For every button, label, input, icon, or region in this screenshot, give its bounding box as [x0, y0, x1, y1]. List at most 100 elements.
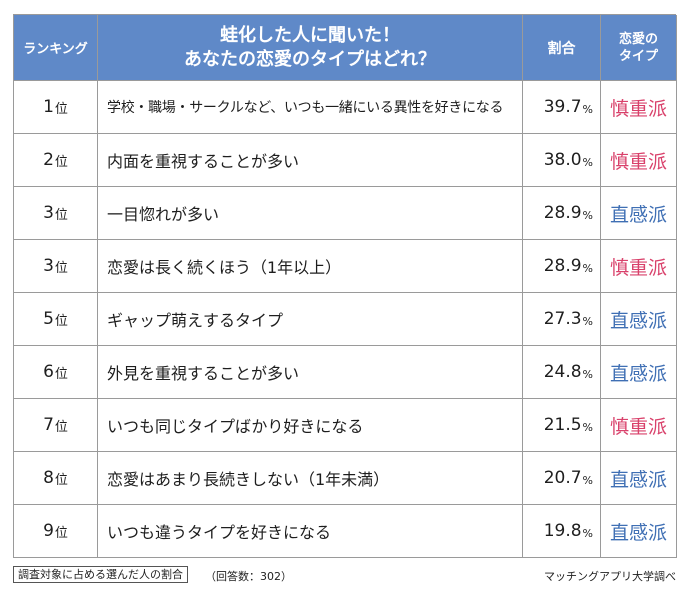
answer-label: ギャップ萌えするタイプ [107, 311, 284, 330]
percentage-cell: 27.3% [523, 293, 601, 346]
percentage-unit: % [582, 208, 593, 222]
rank-number: 9 [43, 521, 54, 541]
answer-cell: いつも同じタイプばかり好きになる [98, 399, 523, 452]
header-rate-label: 割合 [547, 40, 576, 57]
header-question-line2: あなたの恋愛のタイプはどれ？ [184, 48, 436, 70]
percentage-cell: 28.9% [523, 187, 601, 240]
type-cell: 直感派 [601, 505, 677, 558]
rank-number: 1 [43, 97, 54, 117]
percentage-value: 24.8 [543, 362, 582, 382]
percentage-cell: 21.5% [523, 399, 601, 452]
answer-label: 内面を重視することが多い [107, 152, 300, 171]
percentage-unit: % [582, 420, 593, 434]
percentage-value: 21.5 [543, 415, 582, 435]
header-question-line1: 蛙化した人に聞いた！ [220, 24, 400, 46]
percentage-value: 38.0 [543, 150, 582, 170]
answer-label: 外見を重視することが多い [107, 364, 300, 383]
type-label: 慎重派 [609, 415, 667, 438]
percentage-unit: % [582, 155, 593, 169]
rank-suffix: 位 [54, 101, 68, 117]
answer-cell: 内面を重視することが多い [98, 134, 523, 187]
percentage-unit: % [582, 314, 593, 328]
footer-note: 調査対象に占める選んだ人の割合 [13, 566, 188, 583]
answer-label: 恋愛はあまり長続きしない（1年未満） [107, 470, 390, 489]
rank-suffix: 位 [54, 472, 68, 488]
percentage-value: 28.9 [543, 256, 582, 276]
header-rate: 割合 [523, 15, 601, 81]
rank-number: 3 [43, 203, 54, 223]
percentage-cell: 20.7% [523, 452, 601, 505]
answer-cell: 恋愛はあまり長続きしない（1年未満） [98, 452, 523, 505]
answer-cell: ギャップ萌えするタイプ [98, 293, 523, 346]
rank-suffix: 位 [54, 260, 68, 276]
type-cell: 慎重派 [601, 240, 677, 293]
type-label: 慎重派 [609, 150, 667, 173]
type-cell: 直感派 [601, 452, 677, 505]
percentage-value: 19.8 [543, 521, 582, 541]
type-label: 直感派 [609, 521, 667, 544]
header-type-line2: タイプ [618, 48, 658, 64]
answer-label: いつも同じタイプばかり好きになる [107, 417, 364, 436]
rank-suffix: 位 [54, 154, 68, 170]
percentage-value: 27.3 [543, 309, 582, 329]
percentage-unit: % [582, 526, 593, 540]
rank-number: 3 [43, 256, 54, 276]
answer-cell: 恋愛は長く続くほう（1年以上） [98, 240, 523, 293]
type-label: 直感派 [609, 203, 667, 226]
rank-number: 2 [43, 150, 54, 170]
percentage-cell: 28.9% [523, 240, 601, 293]
type-cell: 慎重派 [601, 81, 677, 134]
header-type-line1: 恋愛の [618, 31, 658, 47]
rank-number: 7 [43, 415, 54, 435]
rank-number: 5 [43, 309, 54, 329]
answer-cell: いつも違うタイプを好きになる [98, 505, 523, 558]
type-cell: 直感派 [601, 187, 677, 240]
rank-suffix: 位 [54, 366, 68, 382]
header-rank: ランキング [14, 15, 98, 81]
type-label: 慎重派 [609, 256, 667, 279]
answer-label: 恋愛は長く続くほう（1年以上） [107, 258, 342, 277]
answer-cell: 外見を重視することが多い [98, 346, 523, 399]
answer-cell: 学校・職場・サークルなど、いつも一緒にいる異性を好きになる [98, 81, 523, 134]
percentage-unit: % [582, 102, 593, 116]
rank-suffix: 位 [54, 419, 68, 435]
rank-suffix: 位 [54, 207, 68, 223]
percentage-value: 28.9 [543, 203, 582, 223]
type-cell: 直感派 [601, 346, 677, 399]
rank-number: 6 [43, 362, 54, 382]
type-label: 直感派 [609, 468, 667, 491]
answer-label: 一目惚れが多い [107, 205, 220, 224]
type-label: 慎重派 [609, 97, 667, 120]
percentage-cell: 39.7% [523, 81, 601, 134]
header-rank-label: ランキング [23, 42, 88, 57]
response-count: （回答数：302） [205, 570, 292, 583]
type-label: 直感派 [609, 309, 667, 332]
source-credit: マッチングアプリ大学調べ [544, 570, 676, 583]
percentage-value: 20.7 [543, 468, 582, 488]
type-cell: 慎重派 [601, 399, 677, 452]
answer-label: 学校・職場・サークルなど、いつも一緒にいる異性を好きになる [107, 100, 504, 116]
percentage-cell: 38.0% [523, 134, 601, 187]
footer: 調査対象に占める選んだ人の割合 （回答数：302） マッチングアプリ大学調べ [13, 566, 676, 584]
percentage-unit: % [582, 367, 593, 381]
rank-suffix: 位 [54, 313, 68, 329]
percentage-value: 39.7 [543, 97, 582, 117]
percentage-cell: 24.8% [523, 346, 601, 399]
percentage-cell: 19.8% [523, 505, 601, 558]
answer-cell: 一目惚れが多い [98, 187, 523, 240]
answer-label: いつも違うタイプを好きになる [107, 523, 332, 542]
rank-number: 8 [43, 468, 54, 488]
header-type: 恋愛の タイプ [601, 15, 677, 81]
type-label: 直感派 [609, 362, 667, 385]
type-cell: 直感派 [601, 293, 677, 346]
percentage-unit: % [582, 261, 593, 275]
